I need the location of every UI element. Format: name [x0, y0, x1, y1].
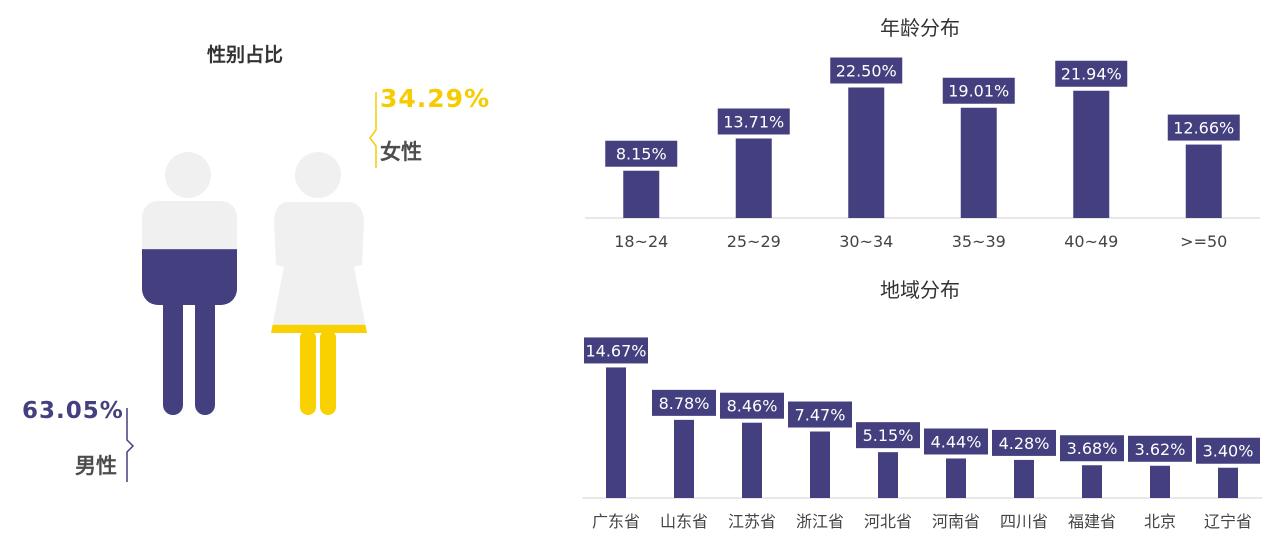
bar: [878, 452, 898, 498]
bar: [742, 422, 762, 498]
data-label: 8.78%: [659, 394, 710, 413]
bar: [1073, 90, 1110, 218]
data-label-box: [942, 77, 1015, 104]
category-label: >=50: [1180, 232, 1227, 251]
bar: [946, 458, 966, 498]
data-label: 21.94%: [1061, 65, 1122, 84]
data-label: 22.50%: [836, 62, 897, 81]
category-label: 山东省: [660, 512, 708, 531]
bar: [1082, 465, 1102, 498]
data-label: 7.47%: [795, 406, 846, 425]
bar: [606, 367, 626, 498]
bar: [674, 419, 694, 498]
data-label-box: [720, 392, 784, 419]
data-label-box: [717, 108, 790, 135]
male-label: 男性: [75, 454, 117, 478]
data-label: 4.44%: [931, 432, 982, 451]
category-label: 25~29: [727, 232, 781, 251]
gender-figures: [142, 152, 367, 415]
category-label: 40~49: [1064, 232, 1118, 251]
category-label: 35~39: [952, 232, 1006, 251]
data-label-box: [830, 57, 903, 84]
female-label: 女性: [380, 140, 422, 164]
data-label-box: [652, 389, 716, 416]
data-label: 19.01%: [948, 82, 1009, 101]
gender-brackets: [126, 92, 377, 482]
category-label: 河北省: [864, 512, 912, 531]
data-label-box: [924, 428, 988, 455]
data-label-box: [788, 401, 852, 428]
bar: [810, 431, 830, 498]
data-label-box: [992, 429, 1056, 456]
bar: [960, 107, 997, 218]
category-label: 18~24: [614, 232, 668, 251]
category-label: 河南省: [932, 512, 980, 531]
category-label: 北京: [1144, 512, 1176, 531]
male-percent: 63.05%: [22, 398, 124, 424]
data-label-box: [1055, 60, 1128, 87]
category-label: 福建省: [1068, 512, 1116, 531]
data-label-box: [856, 422, 920, 449]
category-label: 广东省: [592, 512, 640, 531]
category-label: 四川省: [1000, 512, 1048, 531]
data-label: 3.40%: [1203, 442, 1254, 461]
gender-title: 性别占比: [206, 44, 283, 66]
bar: [1150, 465, 1170, 498]
bar: [1218, 467, 1238, 498]
data-label: 8.46%: [727, 397, 778, 416]
bar: [848, 87, 885, 218]
bar: [1185, 144, 1222, 218]
data-label: 3.62%: [1135, 440, 1186, 459]
male-bracket: [126, 408, 135, 482]
data-label: 4.28%: [999, 434, 1050, 453]
data-label: 5.15%: [863, 426, 914, 445]
data-label: 13.71%: [723, 112, 784, 131]
data-label-box: [584, 337, 648, 364]
data-label: 3.68%: [1067, 439, 1118, 458]
data-label: 14.67%: [585, 341, 646, 360]
bar: [1014, 459, 1034, 498]
data-label-box: [1128, 435, 1192, 462]
data-label-box: [1060, 435, 1124, 462]
female-bracket: [369, 92, 377, 168]
age-chart-title: 年龄分布: [880, 16, 960, 40]
female-percent: 34.29%: [380, 84, 491, 113]
data-label-box: [1167, 114, 1240, 141]
data-label: 8.15%: [616, 145, 667, 164]
category-label: 浙江省: [796, 512, 844, 531]
category-label: 辽宁省: [1204, 512, 1252, 531]
data-label-box: [1196, 437, 1260, 464]
data-label: 12.66%: [1173, 119, 1234, 138]
bar: [735, 138, 772, 218]
data-label-box: [605, 140, 678, 167]
region-chart-title: 地域分布: [880, 278, 960, 302]
category-label: 30~34: [839, 232, 893, 251]
category-label: 江苏省: [728, 512, 776, 531]
bar: [623, 170, 660, 218]
